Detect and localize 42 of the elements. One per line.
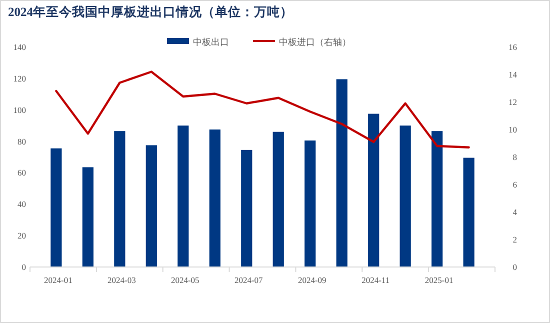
y-tick-label: 80 xyxy=(18,136,26,146)
y-tick-label: 20 xyxy=(18,230,26,241)
y2-tick-label: 8 xyxy=(512,152,517,162)
bar xyxy=(272,132,284,267)
y2-tick-label: 0 xyxy=(512,262,517,272)
x-tick-label: 2024-01 xyxy=(44,275,72,285)
y2-tick-label: 2 xyxy=(512,234,517,244)
y-tick-label: 100 xyxy=(13,104,26,115)
bar xyxy=(432,131,443,267)
legend-label: 中板出口 xyxy=(193,37,229,47)
y-tick-label: 40 xyxy=(18,199,26,210)
x-tick-label: 2024-05 xyxy=(170,275,200,285)
bar xyxy=(304,140,316,267)
x-tick-label: 2024-11 xyxy=(362,275,390,285)
line-series xyxy=(55,70,470,148)
bar xyxy=(368,114,380,267)
y2-tick-label: 14 xyxy=(508,70,518,80)
x-tick-label: 2024-09 xyxy=(298,275,326,285)
bar xyxy=(241,150,252,267)
bar xyxy=(82,167,94,267)
bar xyxy=(463,158,474,267)
y-tick-label: 140 xyxy=(13,42,26,52)
x-tick-label: 2025-01 xyxy=(424,275,454,285)
x-tick-label: 2024-03 xyxy=(107,275,136,285)
bar xyxy=(178,126,189,267)
y2-tick-label: 16 xyxy=(508,42,517,52)
y2-tick-label: 4 xyxy=(512,207,518,217)
y2-tick-label: 12 xyxy=(508,97,517,107)
bar xyxy=(400,126,411,267)
bar xyxy=(336,79,348,267)
legend-label: 中板进口（右轴） xyxy=(279,37,351,47)
bar xyxy=(114,131,126,267)
bar xyxy=(50,148,62,267)
y-tick-label: 60 xyxy=(18,168,26,178)
bar xyxy=(209,130,220,267)
y2-tick-label: 6 xyxy=(512,180,517,190)
bar xyxy=(146,145,157,267)
y2-tick-label: 10 xyxy=(508,124,517,134)
x-tick-label: 2024-07 xyxy=(234,275,263,285)
y-tick-label: 120 xyxy=(13,73,26,84)
chart-title: 2024年至今我国中厚板进出口情况（单位：万吨） xyxy=(8,4,293,19)
y-tick-label: 0 xyxy=(22,262,26,272)
